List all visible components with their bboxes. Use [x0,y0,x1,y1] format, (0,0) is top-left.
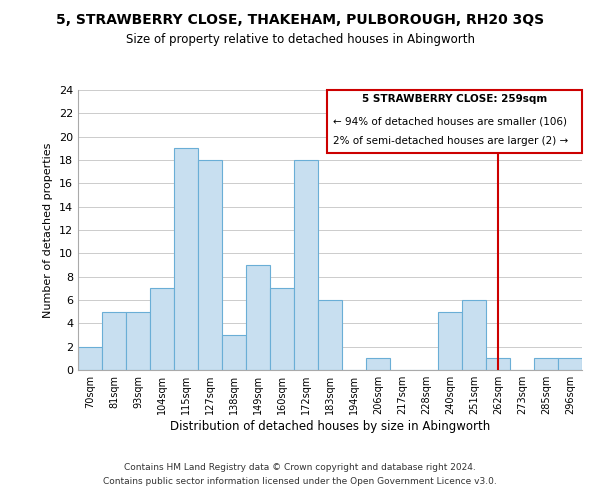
FancyBboxPatch shape [328,90,582,153]
Bar [78,346,102,370]
Bar [486,358,510,370]
Bar [222,335,246,370]
Bar [462,300,486,370]
Bar [174,148,198,370]
Bar [438,312,462,370]
Bar [366,358,390,370]
Text: Contains public sector information licensed under the Open Government Licence v3: Contains public sector information licen… [103,477,497,486]
Bar [534,358,558,370]
Bar [246,265,270,370]
Text: 5 STRAWBERRY CLOSE: 259sqm: 5 STRAWBERRY CLOSE: 259sqm [362,94,547,104]
Bar [198,160,222,370]
Bar [126,312,150,370]
Bar [270,288,294,370]
Bar [102,312,126,370]
Bar [558,358,582,370]
X-axis label: Distribution of detached houses by size in Abingworth: Distribution of detached houses by size … [170,420,490,433]
Text: Size of property relative to detached houses in Abingworth: Size of property relative to detached ho… [125,32,475,46]
Text: 2% of semi-detached houses are larger (2) →: 2% of semi-detached houses are larger (2… [332,136,568,146]
Text: Contains HM Land Registry data © Crown copyright and database right 2024.: Contains HM Land Registry data © Crown c… [124,464,476,472]
Bar [294,160,318,370]
Y-axis label: Number of detached properties: Number of detached properties [43,142,53,318]
Text: 5, STRAWBERRY CLOSE, THAKEHAM, PULBOROUGH, RH20 3QS: 5, STRAWBERRY CLOSE, THAKEHAM, PULBOROUG… [56,12,544,26]
Bar [150,288,174,370]
Bar [318,300,342,370]
Text: ← 94% of detached houses are smaller (106): ← 94% of detached houses are smaller (10… [332,116,566,126]
